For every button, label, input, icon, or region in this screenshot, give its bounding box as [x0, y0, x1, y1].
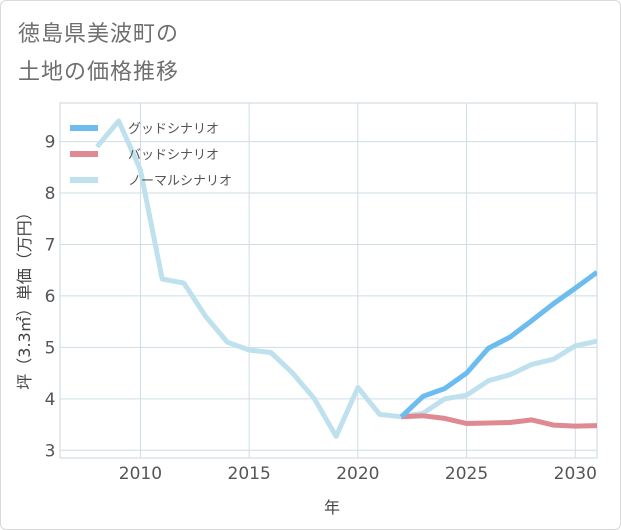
y-tick-label-5: 5: [45, 338, 56, 358]
x-axis-label: 年: [324, 498, 340, 517]
y-axis-ticks: 3 4 5 6 7 8 9: [45, 133, 56, 462]
chart-title-line2: 土地の価格推移: [18, 60, 180, 85]
plot-frame: [59, 102, 598, 459]
series-line-2: [95, 118, 597, 439]
x-tick-label-2025: 2025: [445, 464, 488, 484]
x-tick-label-2030: 2030: [554, 464, 597, 484]
legend-label-0: グッドシナリオ: [128, 122, 219, 137]
y-tick-label-6: 6: [45, 287, 56, 307]
y-tick-label-7: 7: [45, 235, 56, 255]
chart-title-line1: 徳島県美波町の: [18, 22, 180, 47]
x-axis-ticks: 2010 2015 2020 2025 2030: [119, 464, 597, 484]
y-tick-label-3: 3: [45, 441, 56, 461]
legend-label-2: ノーマルシナリオ: [128, 174, 232, 189]
legend-label-1: バッドシナリオ: [128, 148, 219, 163]
grid-lines: [59, 102, 598, 459]
y-tick-label-9: 9: [45, 133, 56, 153]
x-tick-label-2020: 2020: [336, 464, 379, 484]
series-line-0: [399, 270, 597, 419]
x-tick-label-2015: 2015: [228, 464, 271, 484]
series-line-1: [401, 413, 597, 429]
y-tick-label-4: 4: [45, 390, 56, 410]
series-lines: [95, 118, 597, 439]
y-axis-label: 坪（3.3㎡）単価（万円）: [15, 204, 34, 389]
y-tick-label-8: 8: [45, 184, 56, 204]
x-tick-label-2010: 2010: [119, 464, 162, 484]
